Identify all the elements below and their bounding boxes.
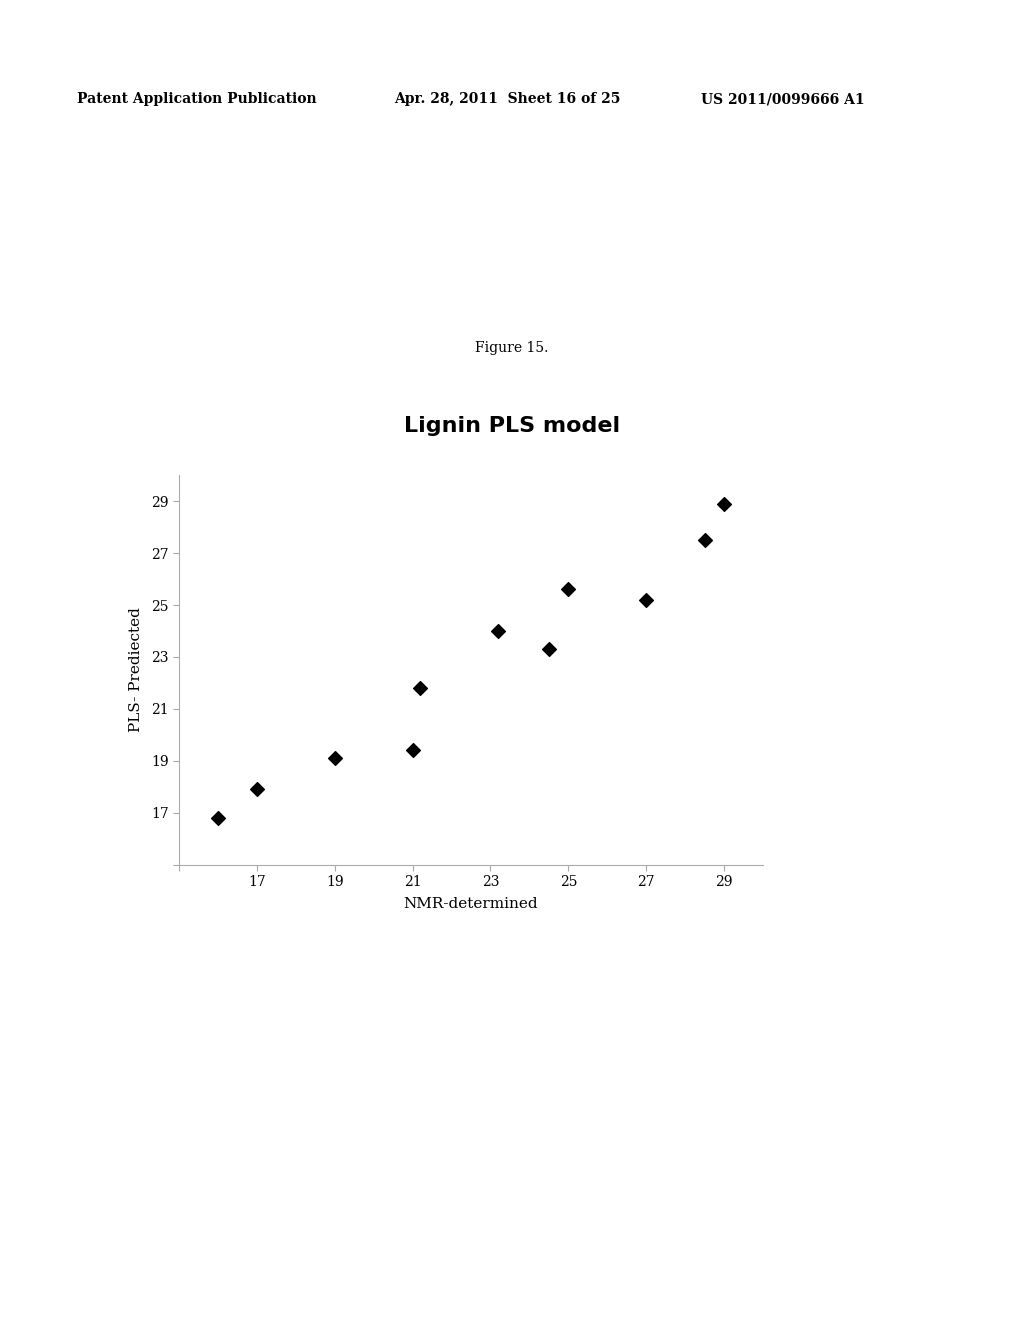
- Text: Patent Application Publication: Patent Application Publication: [77, 92, 316, 107]
- Text: Lignin PLS model: Lignin PLS model: [403, 416, 621, 436]
- Point: [210, 808, 226, 829]
- Point: [696, 529, 713, 550]
- Text: Apr. 28, 2011  Sheet 16 of 25: Apr. 28, 2011 Sheet 16 of 25: [394, 92, 621, 107]
- Point: [249, 779, 265, 800]
- Text: Figure 15.: Figure 15.: [475, 341, 549, 355]
- Text: US 2011/0099666 A1: US 2011/0099666 A1: [701, 92, 865, 107]
- Point: [490, 620, 507, 642]
- Point: [541, 639, 557, 660]
- Point: [638, 589, 654, 610]
- Y-axis label: PLS- Prediected: PLS- Prediected: [129, 607, 142, 733]
- Point: [327, 747, 343, 768]
- Point: [413, 677, 429, 698]
- Point: [404, 739, 421, 760]
- Point: [716, 494, 732, 515]
- Point: [560, 579, 577, 601]
- X-axis label: NMR-determined: NMR-determined: [403, 898, 539, 911]
